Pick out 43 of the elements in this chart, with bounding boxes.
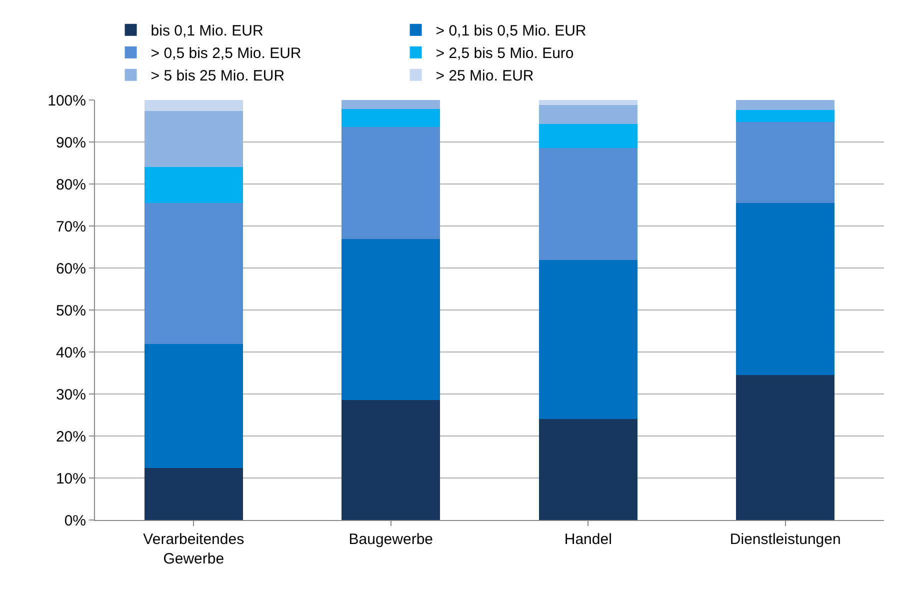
bar: [144, 167, 243, 203]
y-tick-label: 40%: [56, 344, 86, 362]
bar: [342, 100, 440, 109]
bar: [538, 124, 638, 148]
bar: [538, 419, 638, 520]
y-tick-label: 0%: [64, 512, 86, 530]
bar: [538, 148, 638, 260]
y-tick-label: 20%: [56, 428, 86, 446]
bar: [144, 202, 243, 344]
x-tick-label: Baugewerbe: [348, 531, 433, 548]
x-tick-label: Dienstleistungen: [730, 531, 841, 548]
bar: [736, 100, 835, 110]
legend-label: > 2,5 bis 5 Mio. Euro: [436, 45, 574, 62]
y-tick-label: 50%: [56, 302, 86, 320]
bar: [144, 468, 243, 520]
bar: [538, 105, 638, 124]
y-tick-label: 80%: [56, 176, 86, 194]
bar: [736, 375, 835, 520]
bar: [736, 122, 835, 203]
bar: [144, 344, 243, 468]
y-tick-label: 60%: [56, 260, 86, 278]
bar: [736, 110, 835, 122]
legend-label: > 25 Mio. EUR: [436, 68, 534, 85]
y-tick-label: 10%: [56, 470, 86, 488]
legend-label: > 5 bis 25 Mio. EUR: [150, 68, 285, 85]
legend-label: bis 0,1 Mio. EUR: [150, 22, 264, 40]
bar: [342, 400, 440, 520]
y-tick-label: 70%: [56, 218, 86, 236]
bar: [736, 202, 835, 376]
x-tick-label: Handel: [564, 531, 612, 548]
y-tick-label: 100%: [48, 92, 86, 110]
bar: [144, 110, 243, 168]
bar: [538, 260, 638, 420]
legend-label: > 0,1 bis 0,5 Mio. EUR: [436, 22, 586, 40]
legend-label: > 0,5 bis 2,5 Mio. EUR: [150, 45, 302, 62]
bar: [342, 108, 440, 127]
bar: [342, 126, 440, 240]
y-tick-label: 90%: [56, 134, 86, 152]
bar: [144, 100, 243, 111]
bar: [342, 239, 440, 400]
y-tick-label: 30%: [56, 386, 86, 404]
x-tick-label: Verarbeitendes Gewerbe: [143, 531, 244, 568]
bar: [538, 100, 638, 106]
